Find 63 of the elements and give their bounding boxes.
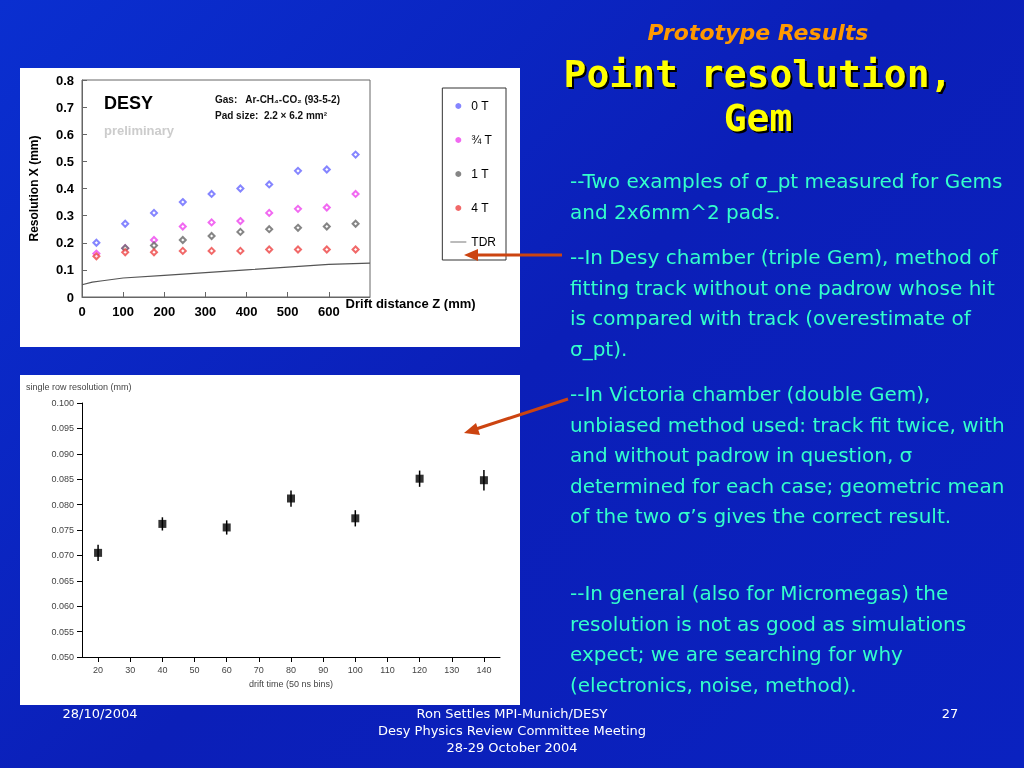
- text: --In general (also for Micromegas) the resolution is not as good as simulations expect; we are searching for why (electronics, noise, method).: [570, 580, 968, 699]
- text: Ron Settles MPI-Munich/DESY: [415, 706, 609, 722]
- y-tick-label: 0.8: [55, 72, 74, 88]
- x-tick-label: 100: [347, 664, 363, 675]
- x-tick-label: 90: [318, 664, 329, 675]
- text: Point resolution, Gem: [562, 52, 954, 140]
- y-tick-label: 0.065: [51, 575, 74, 586]
- y-tick-label: 0.4: [55, 181, 75, 196]
- y-tick-label: 0.075: [51, 525, 74, 535]
- x-tick-label: 400: [235, 304, 258, 319]
- x-tick-label: 140: [476, 664, 492, 675]
- annotation: Gas: Ar-CH₄-CO₂ (93-5-2): [215, 93, 340, 105]
- x-tick-label: 200: [153, 304, 176, 319]
- y-tick-label: 0.090: [51, 448, 74, 459]
- y-tick-label: 0.060: [51, 601, 74, 612]
- legend-label: ¾ T: [471, 133, 493, 147]
- y-tick-label: 0.070: [51, 550, 74, 561]
- x-tick-label: 500: [276, 304, 299, 319]
- text: Prototype Results: [646, 20, 870, 45]
- y-tick-label: 0.095: [51, 423, 74, 434]
- y-tick-label: 0.2: [55, 235, 74, 251]
- legend-label: 4 T: [471, 201, 490, 215]
- legend-label: TDR: [471, 235, 497, 249]
- x-tick-label: 60: [221, 664, 232, 675]
- text: 27: [940, 706, 960, 722]
- text: --Two examples of σ_pt measured for Gems and 2x6mm^2 pads.: [570, 168, 1004, 226]
- x-tick-label: 100: [112, 304, 134, 319]
- text: 28/10/2004: [61, 706, 139, 722]
- x-tick-label: 0: [78, 304, 86, 319]
- y-tick-label: 0.3: [55, 208, 74, 224]
- y-tick-label: 0.085: [51, 474, 74, 485]
- y-tick-label: 0.6: [55, 126, 74, 142]
- y-tick-label: 0.050: [51, 652, 74, 662]
- legend-label: 1 T: [471, 167, 490, 181]
- annotation: Pad size: 2.2 × 6.2 mm²: [215, 109, 328, 121]
- text: --In Victoria chamber (double Gem), unbiased method used: track fit twice, with and without padrow in question, σ determined for each case; geometric mean of the two σ’s gives the correct result.: [570, 381, 1006, 530]
- y-tick-label: 0.055: [51, 626, 74, 637]
- y-tick-label: 0.7: [55, 99, 74, 115]
- x-tick-label: 20: [93, 664, 104, 675]
- x-axis-title: drift time (50 ns bins): [248, 678, 334, 689]
- y-tick-label: 0.1: [55, 262, 74, 278]
- x-tick-label: 50: [189, 664, 200, 675]
- text: --In Desy chamber (triple Gem), method of fitting track without one padrow whose hit is compared with track (overestimate of σ_pt).: [570, 244, 1000, 363]
- y-tick-label: 0: [66, 289, 74, 305]
- text: 28-29 October 2004: [445, 740, 579, 756]
- x-tick-label: 80: [285, 664, 297, 675]
- text: Desy Physics Review Committee Meeting: [376, 723, 647, 739]
- x-tick-label: 40: [157, 664, 168, 675]
- x-tick-label: 110: [380, 664, 395, 675]
- x-tick-label: 300: [194, 304, 217, 319]
- x-tick-label: 120: [412, 664, 428, 675]
- x-tick-label: 30: [125, 664, 136, 675]
- y-tick-label: 0.080: [51, 499, 74, 510]
- annotation: DESY: [104, 93, 154, 113]
- y-tick-label: 0.100: [51, 398, 74, 408]
- x-tick-label: 70: [253, 664, 264, 675]
- y-tick-label: 0.5: [55, 153, 74, 169]
- x-axis-title: Drift distance Z (mm): [345, 296, 476, 311]
- y-axis-title: single row resolution (mm): [26, 381, 132, 392]
- x-tick-label: 130: [444, 664, 460, 675]
- y-axis-title: Resolution X (mm): [27, 135, 41, 242]
- x-tick-label: 600: [318, 304, 340, 319]
- legend-label: 0 T: [471, 99, 490, 113]
